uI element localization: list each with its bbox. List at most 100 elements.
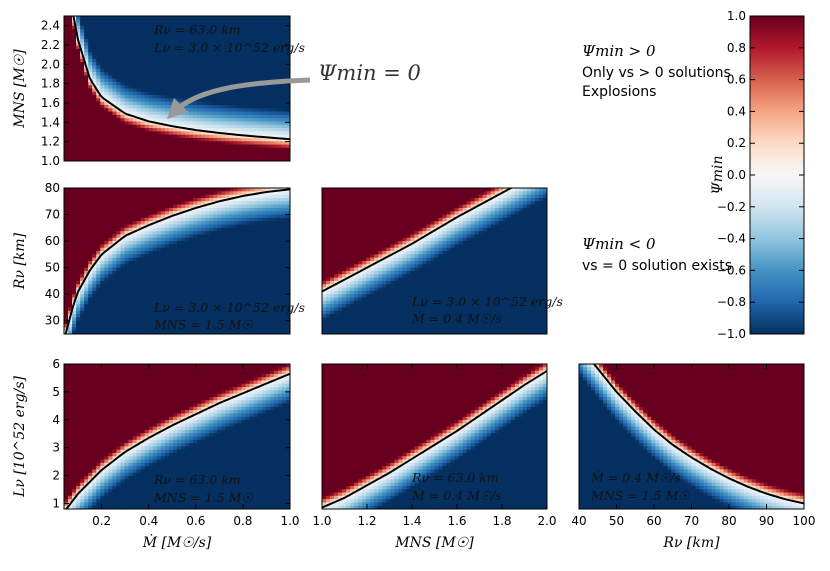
- heat-cell: [156, 88, 162, 93]
- heat-cell: [189, 194, 194, 199]
- heat-cell: [277, 257, 283, 262]
- heat-cell: [88, 191, 93, 196]
- heat-cell: [257, 75, 263, 80]
- heat-cell: [185, 267, 190, 272]
- heat-cell: [64, 274, 69, 279]
- heat-cell: [148, 280, 154, 285]
- heat-cell: [64, 204, 69, 209]
- heat-cell: [205, 207, 210, 212]
- heat-cell: [172, 237, 178, 242]
- heat-cell: [285, 19, 290, 24]
- heat-cell: [237, 104, 243, 109]
- heat-cell: [144, 310, 150, 315]
- heat-cell: [201, 72, 206, 76]
- heat-cell: [185, 290, 190, 295]
- heat-cell: [189, 290, 194, 295]
- heat-cell: [140, 320, 146, 325]
- heat-cell: [189, 19, 194, 24]
- heat-cell: [160, 290, 166, 295]
- heat-cell: [205, 217, 210, 222]
- heat-cell: [229, 137, 235, 142]
- heat-cell: [193, 314, 198, 319]
- heat-cell: [257, 324, 263, 328]
- heat-cell: [148, 124, 154, 129]
- heat-cell: [273, 254, 279, 259]
- heat-cell: [80, 134, 85, 139]
- heat-cell: [68, 98, 73, 103]
- heat-cell: [136, 48, 142, 53]
- heat-cell: [189, 85, 194, 90]
- heat-cell: [237, 254, 243, 259]
- heat-cell: [201, 211, 206, 216]
- heat-cell: [221, 48, 227, 53]
- heat-cell: [160, 204, 166, 209]
- heat-cell: [168, 280, 174, 285]
- heat-cell: [136, 247, 142, 252]
- heat-cell: [213, 211, 218, 216]
- heat-cell: [193, 274, 198, 279]
- heat-cell: [136, 141, 142, 146]
- heat-cell: [221, 134, 227, 139]
- heat-cell: [193, 247, 198, 252]
- heat-cell: [80, 310, 85, 315]
- heat-cell: [100, 257, 105, 262]
- heat-cell: [128, 247, 134, 252]
- heat-cell: [64, 58, 69, 63]
- heat-cell: [156, 78, 162, 83]
- heat-cell: [136, 211, 142, 216]
- heat-cell: [144, 45, 150, 50]
- heat-cell: [257, 25, 263, 30]
- heat-cell: [160, 214, 166, 219]
- heat-cell: [221, 221, 227, 226]
- heat-cell: [136, 290, 142, 295]
- heat-cell: [229, 284, 235, 289]
- heat-cell: [152, 58, 158, 63]
- heat-cell: [68, 68, 73, 73]
- heat-cell: [257, 45, 263, 50]
- heat-cell: [261, 257, 267, 262]
- heat-cell: [217, 45, 222, 50]
- heat-cell: [136, 254, 142, 259]
- heat-cell: [68, 62, 73, 67]
- heat-cell: [164, 157, 170, 161]
- heat-cell: [168, 62, 174, 67]
- heat-cell: [64, 231, 69, 236]
- heat-cell: [100, 65, 105, 70]
- heat-cell: [269, 85, 275, 90]
- heat-cell: [225, 29, 231, 34]
- heat-cell: [257, 307, 263, 312]
- heat-cell: [213, 280, 218, 285]
- heat-cell: [245, 88, 251, 93]
- heat-cell: [181, 134, 186, 139]
- heat-cell: [96, 52, 101, 57]
- heat-cell: [225, 244, 231, 249]
- heat-cell: [261, 241, 267, 246]
- heat-cell: [128, 88, 134, 93]
- heat-cell: [128, 227, 134, 232]
- heat-cell: [257, 62, 263, 67]
- heat-cell: [152, 91, 158, 96]
- heat-cell: [160, 267, 166, 272]
- heat-cell: [148, 154, 154, 159]
- heat-cell: [197, 227, 202, 232]
- heat-cell: [269, 231, 275, 236]
- heat-cell: [164, 95, 170, 99]
- heat-cell: [116, 68, 122, 73]
- heat-cell: [237, 330, 243, 334]
- heat-cell: [84, 204, 89, 209]
- heat-cell: [96, 81, 101, 86]
- heat-cell: [132, 131, 138, 136]
- heat-cell: [265, 62, 271, 67]
- heat-cell: [140, 22, 146, 27]
- heat-cell: [273, 39, 279, 43]
- heat-cell: [164, 32, 170, 37]
- heat-cell: [172, 22, 178, 27]
- heat-cell: [265, 144, 271, 149]
- heat-cell: [201, 101, 206, 106]
- heat-cell: [213, 241, 218, 246]
- heat-cell: [217, 314, 222, 319]
- heat-cell: [225, 151, 231, 156]
- heat-cell: [132, 72, 138, 76]
- heat-cell: [164, 81, 170, 86]
- heat-cell: [128, 188, 134, 192]
